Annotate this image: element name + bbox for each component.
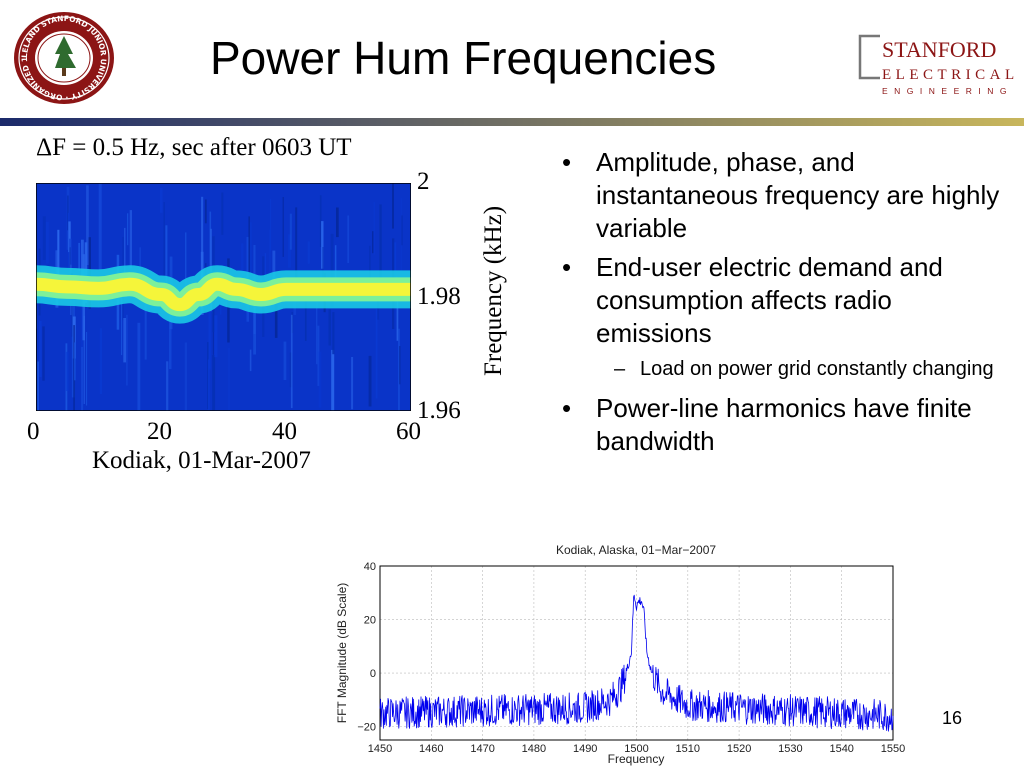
fft-ytick-label: −20	[357, 722, 376, 734]
svg-text:ELECTRICAL: ELECTRICAL	[882, 67, 1018, 83]
page-number: 16	[942, 708, 963, 728]
bullet-item: • Power-line harmonics have finite bandwi…	[562, 392, 1002, 458]
bullet-dot-icon: •	[562, 252, 572, 282]
slide-title: Power Hum Frequencies	[210, 32, 717, 84]
sub-bullet-item: – Load on power grid constantly changing	[562, 356, 1002, 382]
fft-xtick-label: 1530	[778, 743, 802, 755]
stanford-seal-logo: LELAND STANFORD JUNIOR UNIVERSITY · ORGA…	[12, 10, 114, 104]
spectrogram-xtick: 20	[147, 418, 172, 445]
spectrogram-xtick: 60	[396, 418, 421, 445]
fft-ylabel: FFT Magnitude (dB Scale)	[335, 583, 349, 724]
fft-xtick-label: 1480	[522, 743, 546, 755]
bullet-text: Power-line harmonics have finite bandwid…	[596, 393, 972, 456]
fft-xtick-label: 1450	[368, 743, 392, 755]
dash-icon: –	[614, 358, 626, 380]
spectrogram-ytick: 1.98	[417, 283, 461, 310]
spectrogram-xtick: 40	[272, 418, 297, 445]
svg-text:ENGINEERING: ENGINEERING	[882, 86, 1013, 96]
bullet-dot-icon: •	[562, 147, 572, 177]
svg-text:STANFORD: STANFORD	[882, 37, 996, 62]
fft-xtick-label: 1520	[727, 743, 751, 755]
header-rule	[0, 118, 1024, 126]
fft-ytick-label: 20	[364, 615, 376, 627]
bullet-dot-icon: •	[562, 393, 572, 423]
svg-text:Frequency (kHz): Frequency (kHz)	[480, 206, 507, 376]
fft-chart-title: Kodiak, Alaska, 01−Mar−2007	[556, 543, 716, 557]
bullet-text: Amplitude, phase, and instantaneous freq…	[596, 147, 1000, 243]
bullet-item: • Amplitude, phase, and instantaneous fre…	[562, 146, 1002, 245]
spectrogram-ytick: 2	[417, 168, 430, 195]
spectrogram-title: ΔF = 0.5 Hz, sec after 0603 UT	[36, 134, 352, 161]
bullet-list: • Amplitude, phase, and instantaneous fre…	[562, 146, 1002, 464]
fft-xtick-label: 1500	[624, 743, 648, 755]
spectrogram-ylabel: Frequency (kHz)	[480, 206, 507, 376]
spectrogram-xlabel: Kodiak, 01-Mar-2007	[92, 447, 311, 474]
fft-ytick-label: 40	[364, 561, 376, 573]
spectrogram-ridge-line	[36, 277, 411, 312]
fft-xlabel: Frequency	[608, 752, 665, 766]
fft-chart: Kodiak, Alaska, 01−Mar−2007 1450 1460 1470…	[335, 543, 905, 766]
fft-xtick-label: 1550	[881, 743, 905, 755]
fft-series-line	[379, 594, 894, 732]
spectrogram-ytick: 1.96	[417, 397, 461, 424]
fft-xtick-label: 1460	[419, 743, 443, 755]
fft-x-ticks: 1450 1460 1470 1480 1490 1500 1510 1520 1530 1540…	[368, 743, 905, 755]
fft-xtick-label: 1510	[676, 743, 700, 755]
sub-bullet-text: Load on power grid constantly changing	[640, 358, 994, 380]
fft-ytick-label: 0	[370, 668, 376, 680]
bullet-item: • End-user electric demand and consumptio…	[562, 251, 1002, 350]
fft-xtick-label: 1540	[829, 743, 853, 755]
fft-xtick-label: 1490	[573, 743, 597, 755]
fft-xtick-label: 1470	[470, 743, 494, 755]
spectrogram-xtick: 0	[27, 418, 40, 445]
fft-plot-frame	[379, 565, 894, 741]
stanford-electrical-engineering-logo: STANFORD ELECTRICAL ENGINEERING	[858, 34, 1018, 96]
spectrogram-plot	[36, 183, 411, 411]
fft-y-ticks: −20 0 20 40	[357, 561, 376, 734]
bullet-text: End-user electric demand and consumption…	[596, 252, 943, 348]
